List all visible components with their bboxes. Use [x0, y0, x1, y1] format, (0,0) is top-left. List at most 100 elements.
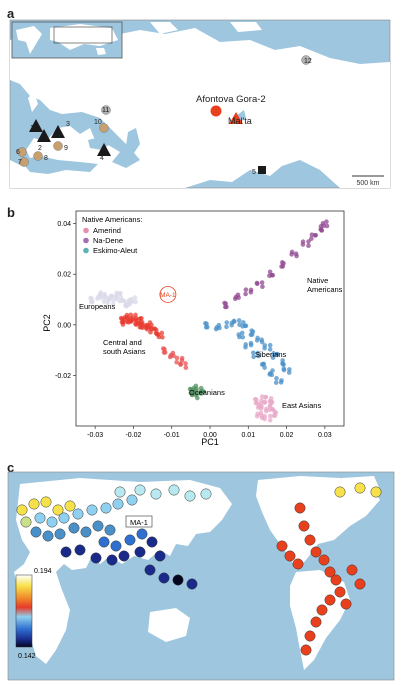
site-marker-5 [258, 166, 266, 174]
inset-highlight-region [53, 26, 113, 44]
pca-point [240, 334, 246, 340]
pca-point [168, 352, 174, 358]
pca-point [203, 320, 208, 326]
population-dot [310, 616, 322, 628]
pca-point [88, 295, 93, 301]
pca-point [259, 337, 264, 342]
site-marker-8 [33, 151, 43, 161]
population-dot [330, 574, 342, 586]
population-dot [86, 504, 98, 516]
pca-point [239, 330, 245, 336]
pca-point [128, 316, 134, 322]
pca-point [262, 416, 267, 422]
pca-point [183, 365, 189, 370]
pca-point [183, 361, 188, 366]
panel-a-letter: a [7, 6, 15, 21]
site-label-1: 1 [30, 125, 34, 132]
population-dot [316, 604, 328, 616]
population-dot [136, 528, 148, 540]
site-label-7: 7 [18, 159, 22, 166]
pca-point [160, 334, 165, 340]
population-dot [168, 484, 180, 496]
population-dot [42, 530, 54, 542]
population-dot [46, 516, 58, 528]
pca-point [249, 328, 254, 333]
ma1-point-label: MA-1 [160, 292, 176, 299]
pca-legend-label: Eskimo-Aleut [93, 246, 138, 255]
population-dot [106, 554, 118, 566]
pca-point [156, 334, 162, 340]
population-dot [146, 536, 158, 548]
pca-legend-swatch [83, 227, 89, 234]
world-eurasia-africa [14, 478, 232, 664]
site-marker-3 [51, 125, 65, 138]
population-dot [134, 484, 146, 496]
pca-point [174, 355, 180, 361]
ma1-map-label: MA-1 [130, 518, 148, 527]
pca-point [178, 361, 183, 367]
population-dot [184, 490, 196, 502]
site-label-4: 4 [100, 155, 104, 162]
pca-point [224, 320, 230, 325]
pca-point [267, 273, 272, 279]
pca-point [243, 287, 249, 292]
pca-point [259, 362, 265, 367]
population-dot [324, 566, 336, 578]
pca-y-axis-label: PC2 [42, 314, 52, 332]
scandinavia [50, 52, 86, 96]
site-marker-4 [97, 143, 111, 156]
pca-point [110, 301, 116, 307]
pca-point [281, 366, 287, 372]
population-dot [144, 564, 156, 576]
pca-point [272, 409, 277, 414]
pca-point [267, 347, 273, 352]
pca-point [110, 297, 116, 302]
population-dot [40, 496, 52, 508]
pca-point [306, 243, 311, 249]
population-dot [186, 578, 198, 590]
pca-point [324, 219, 329, 224]
pca-point [255, 411, 260, 417]
population-dot [150, 488, 162, 500]
panel-b-letter: b [7, 205, 15, 220]
pca-point [129, 299, 135, 304]
pca-y-tick-label: 0.00 [57, 322, 71, 329]
population-dot [354, 482, 366, 494]
pca-point [118, 291, 123, 296]
pca-point [262, 365, 267, 370]
population-dot [98, 536, 110, 548]
site-label-6: 6 [16, 149, 20, 156]
population-dot [284, 550, 296, 562]
world-australia [148, 608, 190, 642]
colorbar-max-label: 0.194 [34, 568, 52, 575]
pca-point [229, 322, 234, 328]
pca-point [105, 300, 110, 305]
pca-point [324, 223, 330, 229]
colorbar [15, 574, 33, 648]
mediterranean-sea [20, 156, 98, 174]
population-dot [134, 546, 146, 558]
pca-x-tick-label: 0.01 [241, 432, 255, 439]
population-dot [104, 524, 116, 536]
population-dot [16, 504, 28, 516]
pca-point [262, 345, 267, 351]
pca-point [120, 319, 126, 324]
pca-point [259, 398, 264, 403]
pca-point [159, 330, 165, 336]
pca-point [109, 293, 114, 298]
pca-x-tick-label: 0.00 [203, 432, 217, 439]
population-dot [126, 494, 138, 506]
pca-point [289, 249, 295, 255]
pca-point [236, 318, 242, 323]
british-isles [28, 92, 38, 112]
pca-point [195, 395, 200, 401]
population-dot [112, 498, 124, 510]
pca-point [269, 372, 275, 378]
population-dot [354, 578, 366, 590]
population-dot [30, 526, 42, 538]
pca-point [189, 392, 195, 397]
malta-marker [229, 112, 243, 124]
pca-point [250, 350, 256, 356]
pca-point [256, 353, 261, 359]
population-dot [80, 526, 92, 538]
